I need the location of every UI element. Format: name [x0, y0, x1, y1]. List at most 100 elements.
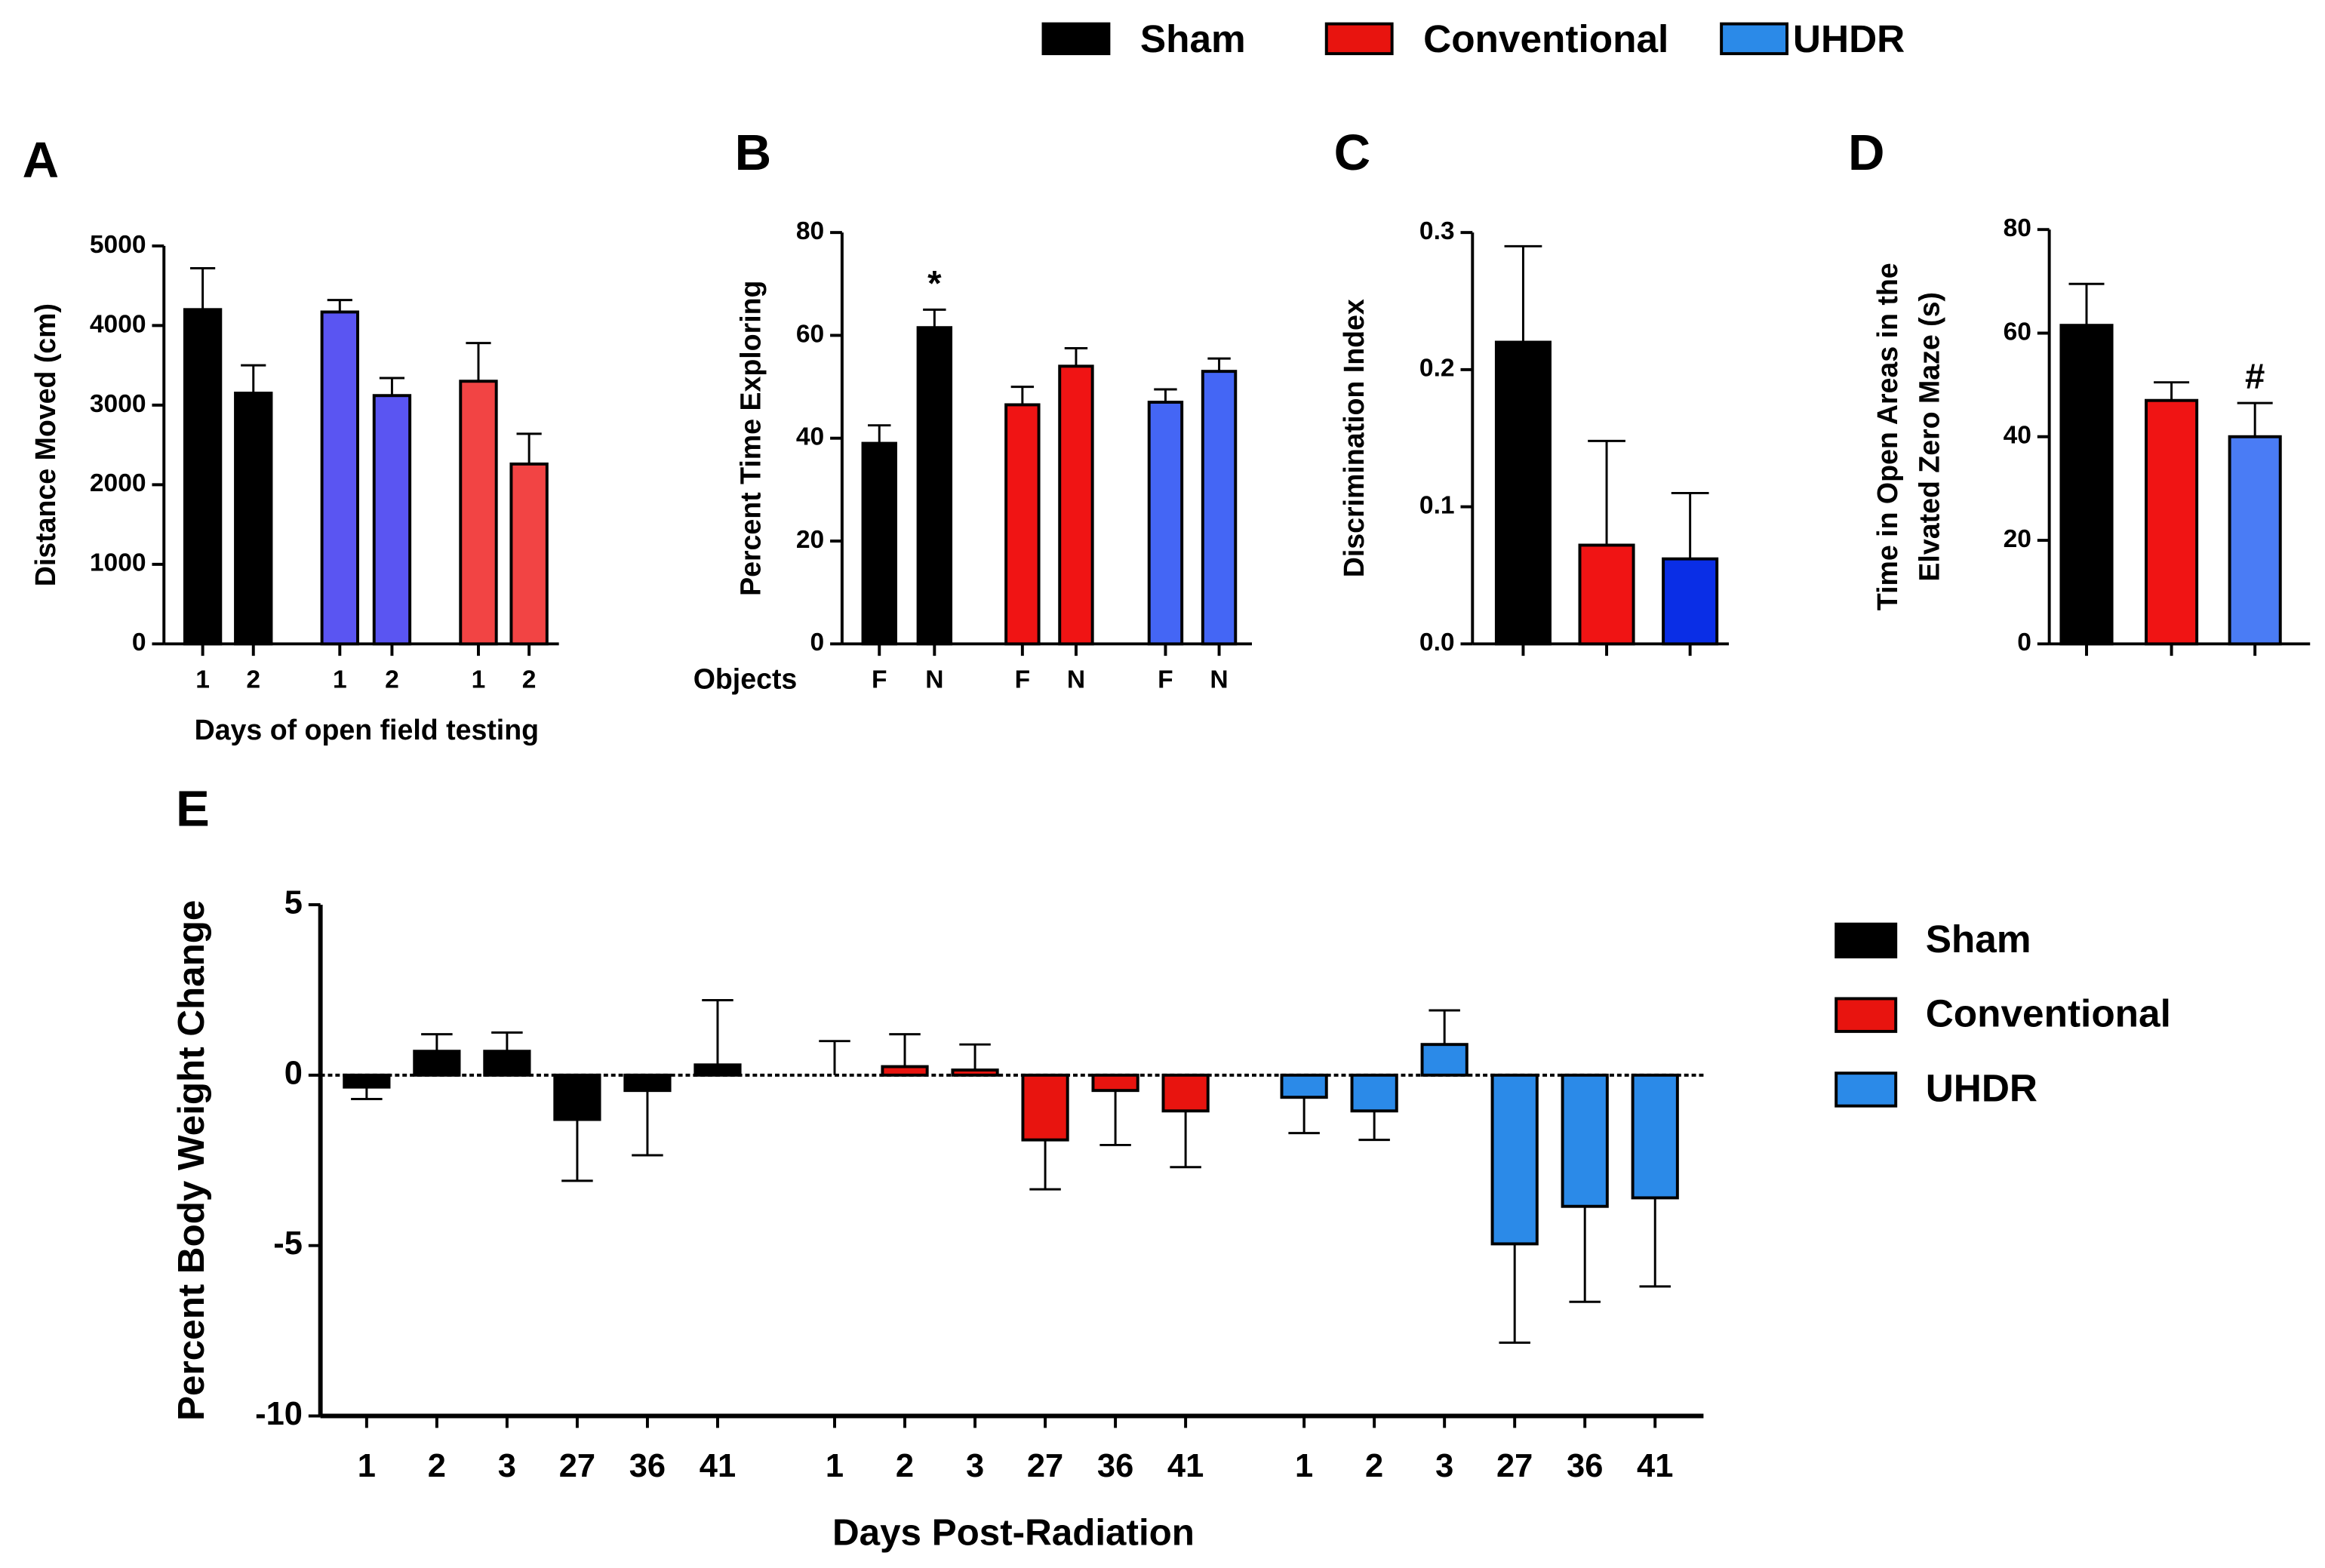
- bar: [553, 1073, 601, 1121]
- bar: [694, 1063, 742, 1077]
- y-tick-label: 0: [132, 629, 146, 656]
- bar: [623, 1073, 672, 1093]
- bar: [1201, 370, 1238, 646]
- y-tick-label: 0.3: [1419, 217, 1455, 245]
- x-tick-label: 27: [1496, 1448, 1533, 1484]
- x-tick-label: 1: [195, 666, 210, 694]
- x-tick-label: 41: [1637, 1448, 1673, 1484]
- y-axis-label: Time in Open Areas in the: [1871, 263, 1903, 610]
- x-tick-label: 36: [1097, 1448, 1133, 1484]
- x-tick-label: 2: [246, 666, 260, 694]
- x-tick-label: 1: [1295, 1448, 1313, 1484]
- bar: [183, 308, 223, 646]
- bar: [320, 310, 359, 646]
- x-tick-label: 41: [700, 1448, 736, 1484]
- y-axis-label: Elvated Zero Maze (s): [1914, 292, 1945, 582]
- legend-swatch: [1834, 1071, 1898, 1108]
- y-tick-label: 5000: [90, 231, 146, 259]
- legend-swatch: [1720, 22, 1789, 56]
- y-tick-label: 0.1: [1419, 491, 1455, 519]
- panel-letter: E: [176, 780, 210, 837]
- bar: [2145, 398, 2199, 646]
- annotation: *: [927, 263, 942, 303]
- x-tick-label: 41: [1167, 1448, 1204, 1484]
- y-tick-label: 0.2: [1419, 355, 1455, 383]
- bar: [861, 441, 897, 646]
- y-tick-label: 40: [796, 423, 824, 451]
- bar: [1662, 557, 1719, 646]
- x-tick-label: 1: [333, 666, 347, 694]
- bar: [1420, 1043, 1469, 1077]
- y-axis-label: Percent Body Weight Change: [171, 900, 212, 1421]
- y-tick-label: 40: [2004, 422, 2031, 450]
- x-tick-label: N: [1210, 666, 1228, 694]
- x-tick-label: N: [1067, 666, 1085, 694]
- x-tick-label: 2: [428, 1448, 446, 1484]
- bar: [1578, 543, 1635, 646]
- y-tick-label: 3000: [90, 390, 146, 418]
- x-tick-label: 2: [1365, 1448, 1383, 1484]
- panel-letter: D: [1848, 125, 1884, 181]
- legend-label: Sham: [1926, 918, 2031, 961]
- y-tick-label: 4000: [90, 310, 146, 338]
- x-axis-label: Days Post-Radiation: [832, 1512, 1195, 1554]
- bar: [1004, 403, 1041, 646]
- bar: [1091, 1073, 1139, 1093]
- legend-label: UHDR: [1793, 17, 1905, 60]
- bar: [1494, 340, 1552, 646]
- bar: [343, 1073, 391, 1089]
- bar: [951, 1068, 999, 1077]
- x-tick-label: 2: [522, 666, 537, 694]
- y-tick-label: 2000: [90, 469, 146, 497]
- y-tick-label: 0: [810, 629, 825, 656]
- x-tick-label: F: [872, 666, 887, 694]
- y-tick-label: -5: [273, 1225, 303, 1262]
- x-tick-label: 2: [896, 1448, 914, 1484]
- x-tick-label: N: [925, 666, 943, 694]
- bar: [413, 1050, 461, 1077]
- panel-letter: C: [1334, 125, 1370, 181]
- bar: [1350, 1073, 1398, 1113]
- legend-swatch: [1324, 22, 1394, 56]
- bar: [372, 394, 412, 646]
- legend-swatch: [1041, 22, 1111, 56]
- y-tick-label: 20: [2004, 525, 2031, 553]
- bar: [1058, 364, 1094, 646]
- y-tick-label: 20: [796, 526, 824, 554]
- bar: [1490, 1073, 1539, 1246]
- x-tick-label: 1: [358, 1448, 376, 1484]
- legend-label: Conventional: [1926, 992, 2171, 1035]
- bar: [483, 1050, 531, 1077]
- bar: [1631, 1073, 1679, 1200]
- legend-label: UHDR: [1926, 1066, 2037, 1109]
- y-tick-label: 80: [796, 217, 824, 245]
- y-tick-label: -10: [255, 1396, 303, 1432]
- y-tick-label: 60: [2004, 318, 2031, 346]
- y-tick-label: 1000: [90, 549, 146, 577]
- y-tick-label: 60: [796, 320, 824, 348]
- x-tick-label: 27: [559, 1448, 595, 1484]
- legend-swatch: [1834, 922, 1898, 959]
- y-tick-label: 0: [284, 1055, 303, 1091]
- panel-letter: B: [735, 125, 771, 181]
- bar: [1561, 1073, 1609, 1208]
- x-tick-label: 27: [1027, 1448, 1063, 1484]
- x-axis-label: Days of open field testing: [195, 714, 539, 746]
- x-tick-label: 3: [1435, 1448, 1453, 1484]
- bar: [234, 392, 273, 646]
- x-tick-label: 1: [472, 666, 486, 694]
- bar: [1147, 401, 1184, 646]
- legend-swatch: [1834, 997, 1898, 1033]
- x-tick-label: F: [1015, 666, 1031, 694]
- legend-label: Sham: [1140, 17, 1246, 60]
- bar: [881, 1065, 929, 1077]
- x-tick-label: 2: [385, 666, 399, 694]
- annotation: #: [2245, 357, 2265, 397]
- x-tick-label: F: [1158, 666, 1173, 694]
- y-tick-label: 0.0: [1419, 629, 1455, 656]
- x-tick-label: 3: [966, 1448, 984, 1484]
- x-tick-label: 36: [1567, 1448, 1603, 1484]
- bar: [2228, 435, 2282, 646]
- y-tick-label: 5: [284, 884, 303, 921]
- bar: [2059, 324, 2114, 646]
